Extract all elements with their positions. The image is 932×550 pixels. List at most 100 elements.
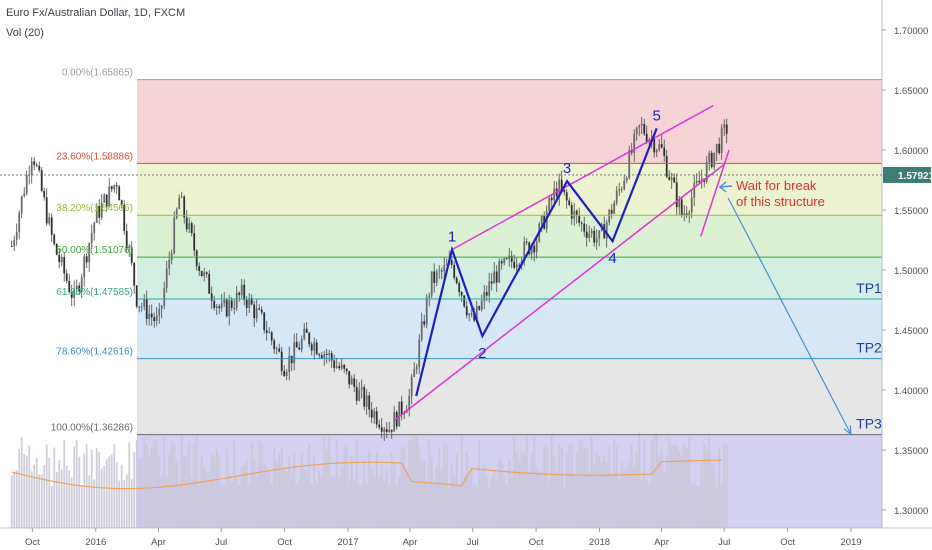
candle-body <box>460 292 463 296</box>
volume-bar <box>378 477 381 528</box>
x-tick-label: 2017 <box>337 537 358 548</box>
volume-bar <box>120 464 123 528</box>
volume-bar <box>603 455 606 528</box>
y-tick-label: 1.30000 <box>894 506 928 517</box>
volume-bar <box>523 453 526 528</box>
volume-bar <box>585 447 588 528</box>
volume-bar <box>463 475 466 528</box>
candle-body <box>368 395 371 410</box>
volume-bar <box>305 469 308 528</box>
candle-body <box>230 300 233 308</box>
candle-body <box>290 355 293 364</box>
candle-body <box>280 351 283 371</box>
volume-bar <box>678 450 681 528</box>
candle-body <box>505 258 508 260</box>
candle-body <box>133 262 136 286</box>
volume-bar <box>128 442 131 528</box>
candle-body <box>153 317 156 322</box>
volume-bar <box>548 481 551 528</box>
candle-body <box>345 368 348 372</box>
candle-body <box>275 348 278 350</box>
volume-bar <box>218 455 221 528</box>
volume-bar <box>483 464 486 528</box>
volume-bar <box>205 472 208 528</box>
volume-bar <box>405 469 408 528</box>
volume-bar <box>243 465 246 528</box>
volume-bar <box>50 486 53 528</box>
volume-bar <box>513 437 516 528</box>
candle-body <box>533 246 536 253</box>
candle-body <box>475 306 478 321</box>
x-tick-label: Jul <box>215 537 227 548</box>
candle-body <box>483 291 486 301</box>
candle-body <box>225 299 228 317</box>
volume-bar <box>15 470 18 528</box>
volume-bar <box>353 479 356 528</box>
volume-bar <box>250 442 253 528</box>
candle-body <box>513 261 516 268</box>
fib-band <box>137 163 882 216</box>
volume-bar <box>223 484 226 528</box>
volume-bar <box>73 446 76 528</box>
volume-bar <box>450 462 453 528</box>
volume-bar <box>460 434 463 528</box>
volume-bar <box>125 474 128 528</box>
volume-bar <box>580 440 583 528</box>
volume-bar <box>688 438 691 528</box>
volume-bar <box>350 454 353 528</box>
last-price-badge <box>883 166 931 183</box>
candle-body <box>580 222 583 224</box>
y-tick-label: 1.60000 <box>894 146 928 157</box>
candle-body <box>185 217 188 230</box>
candle-body <box>90 232 93 244</box>
candle-body <box>150 313 153 318</box>
annotation-text: Wait for break <box>736 178 817 193</box>
candle-body <box>73 289 76 298</box>
volume-bar <box>475 486 478 528</box>
wave-label: 2 <box>478 345 486 362</box>
volume-bar <box>490 477 493 528</box>
x-tick-label: Apr <box>403 537 418 548</box>
candle-body <box>20 196 23 214</box>
volume-bar <box>718 447 721 528</box>
volume-bar <box>348 481 351 528</box>
volume-bar <box>203 466 206 528</box>
candle-body <box>610 209 613 214</box>
x-tick-label: 2019 <box>840 537 861 548</box>
volume-bar <box>33 464 36 528</box>
volume-bar <box>690 483 693 528</box>
volume-bar <box>670 445 673 528</box>
candle-body <box>335 366 338 368</box>
volume-bar <box>500 461 503 528</box>
volume-bar <box>98 452 101 528</box>
volume-bar <box>403 447 406 528</box>
volume-bar <box>498 459 501 528</box>
candle-body <box>393 411 396 432</box>
candle-body <box>660 144 663 148</box>
volume-bar <box>505 484 508 528</box>
volume-bar <box>620 460 623 528</box>
volume-bar <box>320 475 323 528</box>
candle-body <box>435 271 438 284</box>
volume-bar <box>258 440 261 528</box>
volume-bar <box>533 437 536 528</box>
volume-bar <box>615 446 618 528</box>
y-tick-label: 1.70000 <box>894 26 928 37</box>
volume-bar <box>248 484 251 528</box>
candle-body <box>340 364 343 369</box>
volume-bar <box>583 447 586 528</box>
volume-bar <box>230 481 233 528</box>
candle-body <box>40 170 43 191</box>
volume-bar <box>245 461 248 528</box>
volume-indicator-label: Vol (20) <box>6 27 44 39</box>
volume-bar <box>140 457 143 528</box>
candle-body <box>688 212 691 215</box>
volume-bar <box>35 457 38 528</box>
candle-body <box>285 371 288 376</box>
volume-bar <box>433 483 436 528</box>
candle-body <box>723 124 726 128</box>
candle-body <box>375 411 378 425</box>
candle-body <box>675 182 678 208</box>
candle-body <box>558 179 561 197</box>
